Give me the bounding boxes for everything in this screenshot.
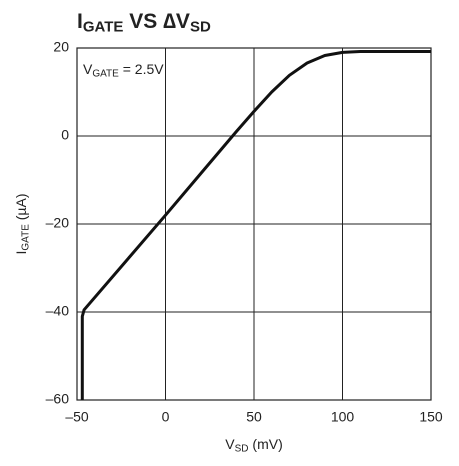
y-axis-label: IGATE (µA)	[13, 194, 31, 255]
chart-title-part: I	[77, 10, 83, 33]
y-tick-label: –40	[46, 303, 70, 319]
annotation-part: GATE	[92, 68, 119, 79]
y-axis-label-part: GATE	[20, 224, 31, 251]
y-tick-label: –60	[46, 391, 70, 407]
chart-title: IGATE VS ∆VSD	[77, 10, 211, 36]
x-tick-label: 50	[246, 409, 262, 425]
x-axis-label-part: V	[225, 436, 235, 452]
chart-title-part: VS ∆V	[123, 10, 190, 33]
chart-title-part: SD	[190, 18, 211, 35]
y-tick-label: 0	[61, 127, 69, 143]
annotation-part: V	[83, 61, 93, 77]
data-line	[80, 50, 431, 400]
x-tick-label: 100	[331, 409, 355, 425]
y-axis-label-part: (µA)	[13, 194, 29, 225]
x-tick-label: 150	[419, 409, 443, 425]
y-axis-label-part: I	[13, 251, 29, 255]
x-tick-label: 0	[162, 409, 170, 425]
x-axis-label-part: (mV)	[249, 436, 283, 452]
chart-title-part: GATE	[83, 18, 124, 35]
y-tick-label: –20	[46, 215, 70, 231]
x-axis-label: VSD (mV)	[225, 436, 282, 454]
annotation: VGATE = 2.5V	[83, 61, 164, 79]
x-tick-label: –50	[65, 409, 89, 425]
y-tick-label: 20	[53, 39, 69, 55]
x-axis-label-part: SD	[235, 443, 249, 454]
annotation-part: = 2.5V	[119, 61, 164, 77]
